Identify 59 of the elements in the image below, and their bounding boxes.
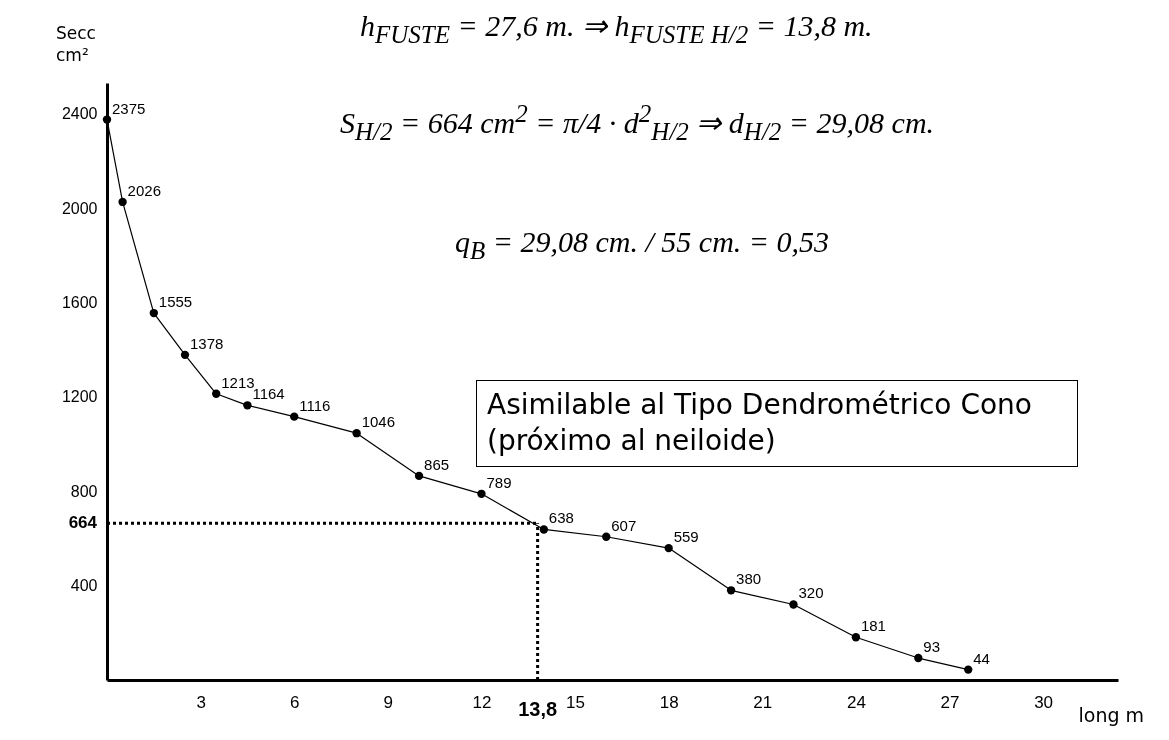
y-tick-label: 800: [70, 482, 98, 500]
point: [180, 350, 190, 360]
data-label: 2026: [127, 181, 161, 199]
point: [212, 389, 221, 398]
y-tick-label: 1600: [61, 293, 98, 311]
y-tick-label: 1200: [61, 388, 98, 406]
text: h$_{FUSTE}$ = 27,6 m. ⇒ h$_{FUSTE H/2}$ = 13,8 m.: [360, 8, 873, 49]
point: [539, 525, 549, 534]
x-tick-label: 6: [289, 692, 300, 712]
data-label: 865: [424, 455, 450, 473]
ref-line-label: 13,8: [518, 698, 558, 720]
point: [602, 532, 611, 541]
data-label: 2375: [112, 99, 146, 117]
x-tick-label: 12: [472, 692, 492, 712]
data-label: 93: [923, 638, 940, 656]
point: [726, 586, 736, 595]
data-label: 1378: [190, 334, 224, 352]
data-label: 559: [673, 528, 699, 546]
point: [477, 489, 486, 498]
x-tick-label: 30: [1034, 692, 1054, 712]
annotation: q$_{B}$ = 29,08 cm. / 55 cm. = 0,53: [455, 225, 830, 265]
point: [102, 115, 112, 124]
point: [149, 308, 158, 318]
x-axis-title: long m: [1078, 703, 1145, 726]
ref-line-label: 664: [68, 513, 98, 533]
x-tick-label: 15: [566, 692, 586, 712]
y-tick-label: 2400: [61, 105, 98, 123]
x-tick-label: 21: [753, 692, 773, 712]
point: [664, 543, 673, 553]
point: [290, 412, 299, 421]
point: [352, 429, 361, 438]
x-tick-label: 18: [659, 692, 679, 712]
x-tick-label: 27: [940, 692, 960, 712]
y-tick-label: 400: [70, 577, 98, 595]
y-axis-title: Secc cm²: [56, 22, 97, 67]
data-label: 638: [548, 509, 574, 527]
point: [118, 197, 127, 207]
data-label: 1555: [158, 293, 193, 311]
data-label: 1213: [221, 373, 255, 391]
point: [414, 471, 424, 481]
data-label: 181: [860, 617, 886, 635]
x-tick-label: 24: [846, 692, 866, 712]
y-tick-label: 2000: [61, 199, 98, 217]
data-label: 1116: [299, 396, 331, 414]
data-label: 1046: [361, 413, 395, 431]
x-tick-label: 9: [383, 692, 394, 712]
x-tick-label: 3: [196, 692, 206, 712]
data-label: 44: [973, 649, 990, 667]
data-label: 380: [736, 570, 762, 588]
point: [243, 401, 252, 410]
data-label: 320: [798, 584, 824, 602]
point: [851, 633, 861, 642]
annotation: Asimilable al Tipo Dendrométrico Cono (próximo al neiloide): [476, 380, 1078, 467]
data-label: 607: [611, 516, 637, 534]
point: [789, 600, 798, 609]
text: S$_{H/2}$ = 664 cm$^{2}$ = π/4 · d$^{2}$$_{H/2}$ ⇒ d$_{H/2}$ = 29,08 cm.: [340, 100, 935, 145]
point: [914, 653, 923, 663]
data-label: 789: [486, 473, 512, 491]
point: [964, 665, 973, 674]
